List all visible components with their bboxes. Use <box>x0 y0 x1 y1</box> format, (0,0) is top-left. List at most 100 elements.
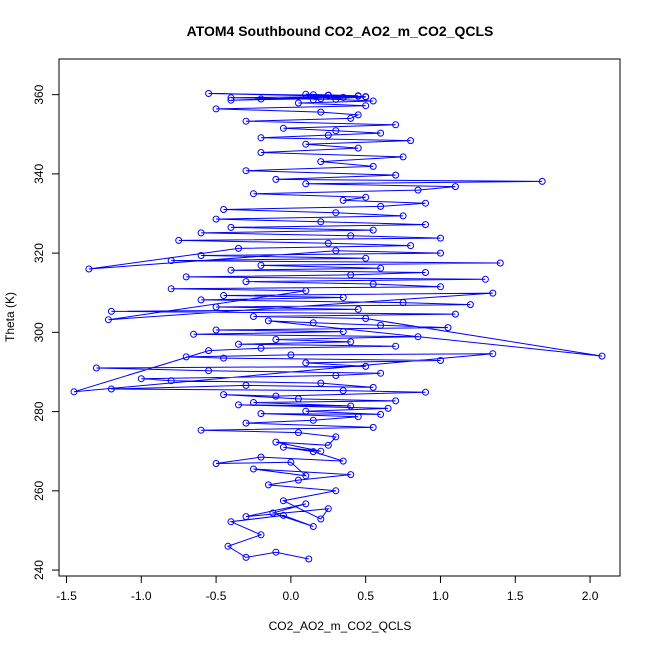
x-tick-label: 1.5 <box>507 589 524 603</box>
data-point <box>407 137 415 145</box>
data-point <box>369 162 377 170</box>
data-point <box>339 328 347 336</box>
data-point <box>220 206 228 213</box>
data-point <box>272 438 280 446</box>
y-tick-label: 360 <box>32 84 46 104</box>
data-point <box>362 102 370 110</box>
x-tick-label: 0.5 <box>357 589 374 603</box>
data-point <box>85 265 93 273</box>
data-point <box>257 149 265 156</box>
data-point <box>324 91 332 99</box>
data-point <box>220 292 228 299</box>
data-point <box>481 275 489 283</box>
y-tick-label: 240 <box>32 560 46 580</box>
data-point <box>347 232 355 240</box>
data-point <box>399 153 407 161</box>
data-point <box>167 257 175 265</box>
y-tick-label: 320 <box>32 243 46 263</box>
data-point <box>190 330 198 338</box>
data-point <box>362 362 370 370</box>
data-point <box>294 429 302 437</box>
data-point <box>414 333 422 341</box>
data-point <box>212 326 220 334</box>
y-axis-label: Theta (K) <box>3 292 17 342</box>
series-layer <box>70 90 606 563</box>
data-point <box>302 287 310 295</box>
data-point <box>309 416 317 424</box>
data-point <box>407 242 415 250</box>
data-point <box>347 338 355 346</box>
data-point <box>317 447 325 455</box>
x-axis-label: CO2_AO2_m_CO2_QCLS <box>269 619 412 633</box>
data-point <box>302 407 310 415</box>
data-point <box>197 229 205 237</box>
data-point <box>324 505 332 513</box>
data-point <box>272 175 280 183</box>
data-point <box>437 357 444 364</box>
y-tick-label: 300 <box>32 322 46 342</box>
x-axis: -1.5 -1.0 -0.5 0.0 0.5 1.0 1.5 2.0 <box>56 575 599 603</box>
data-point <box>279 511 287 519</box>
data-point <box>279 497 287 505</box>
data-point <box>451 310 459 318</box>
data-point <box>107 385 115 393</box>
data-point <box>272 392 280 400</box>
data-point <box>392 121 400 129</box>
data-point <box>167 377 175 385</box>
data-point <box>369 97 377 105</box>
data-point <box>598 352 606 360</box>
x-tick-label: -1.0 <box>131 589 152 603</box>
data-point <box>250 190 257 198</box>
data-point <box>302 140 310 148</box>
data-point <box>466 301 474 309</box>
data-point <box>242 381 250 389</box>
data-point <box>422 388 429 396</box>
data-point <box>250 399 257 406</box>
data-point <box>242 553 250 561</box>
data-point <box>369 226 377 234</box>
data-point <box>324 131 332 139</box>
data-point <box>332 433 340 441</box>
data-point <box>104 316 112 324</box>
data-point <box>279 124 287 132</box>
data-point <box>212 215 220 223</box>
data-point <box>302 500 310 508</box>
data-point <box>422 221 429 229</box>
data-point <box>489 350 497 358</box>
data-point <box>167 285 175 293</box>
data-point <box>362 315 370 322</box>
data-point <box>257 95 265 103</box>
data-point <box>392 342 400 350</box>
data-point <box>197 252 205 259</box>
data-point <box>451 183 459 191</box>
data-point <box>182 273 190 281</box>
data-point <box>324 441 332 449</box>
data-point <box>317 158 325 166</box>
data-point <box>294 476 302 484</box>
y-axis: 240 260 280 300 320 340 360 <box>32 84 60 580</box>
data-point <box>250 313 257 320</box>
data-point <box>235 401 242 409</box>
data-point <box>302 180 310 188</box>
data-point <box>302 472 310 480</box>
data-point <box>437 283 444 291</box>
data-point <box>212 460 220 467</box>
data-point <box>399 212 407 220</box>
x-tick-label: -0.5 <box>206 589 227 603</box>
data-point <box>317 108 325 116</box>
data-point <box>227 94 235 102</box>
data-point <box>92 364 100 372</box>
data-point <box>302 90 310 98</box>
data-point <box>309 523 317 530</box>
data-point <box>437 249 444 257</box>
x-tick-label: 1.0 <box>432 589 449 603</box>
data-point <box>437 234 444 242</box>
data-point <box>257 134 265 142</box>
data-point <box>294 99 302 107</box>
data-point <box>212 105 220 113</box>
data-point <box>175 236 183 244</box>
data-point <box>354 413 362 421</box>
data-point <box>392 171 400 179</box>
x-tick-label: 0.0 <box>283 589 300 603</box>
